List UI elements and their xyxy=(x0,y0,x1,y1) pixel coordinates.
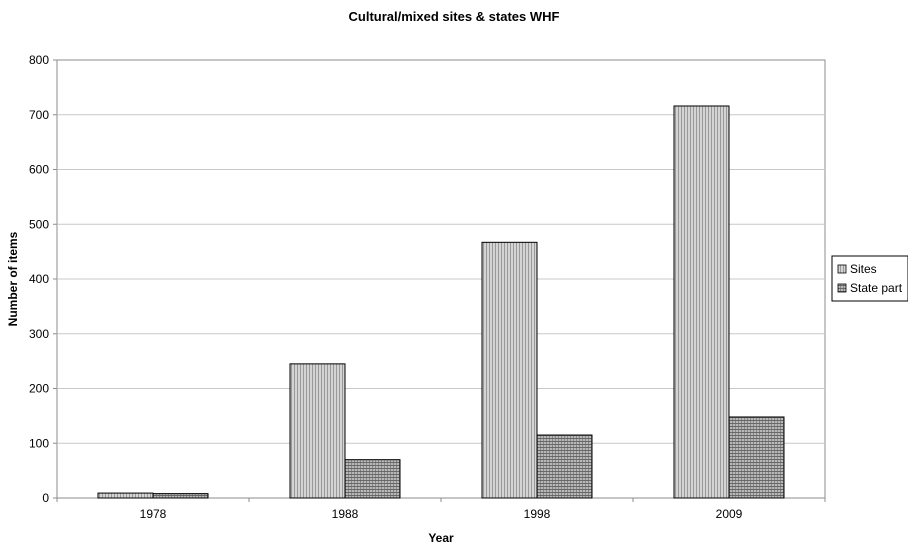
bar-state-part-1998 xyxy=(536,434,593,499)
y-axis: 0 100 200 300 400 500 600 700 800 xyxy=(29,53,57,505)
bar-state-part-1988 xyxy=(344,459,401,499)
legend-label-state-part: State part xyxy=(850,281,903,295)
legend-swatch-state-part xyxy=(837,283,847,293)
x-tick-label: 1988 xyxy=(332,507,359,521)
x-tick-label: 2009 xyxy=(716,507,743,521)
legend-label-sites: Sites xyxy=(850,262,877,276)
x-tick-label: 1978 xyxy=(140,507,167,521)
y-tick-label: 0 xyxy=(42,491,49,505)
bar-sites-1978 xyxy=(97,492,154,499)
legend-box xyxy=(831,255,908,302)
y-axis-label: Number of items xyxy=(6,231,20,326)
y-tick-label: 800 xyxy=(29,53,49,67)
x-tick-label: 1998 xyxy=(524,507,551,521)
bar-sites-1988 xyxy=(289,363,346,499)
bar-state-part-2009 xyxy=(728,416,785,499)
y-tick-label: 600 xyxy=(29,163,49,177)
bar-state-part-1978 xyxy=(152,493,209,499)
bars xyxy=(97,105,785,499)
y-tick-label: 700 xyxy=(29,108,49,122)
chart-title: Cultural/mixed sites & states WHF xyxy=(349,9,560,24)
legend-swatch-sites xyxy=(837,264,847,274)
x-axis: 1978 1988 1998 2009 xyxy=(56,498,826,521)
x-axis-label: Year xyxy=(428,531,454,545)
y-tick-label: 100 xyxy=(29,436,49,450)
bar-sites-1998 xyxy=(481,241,538,499)
y-tick-label: 300 xyxy=(29,327,49,341)
legend: Sites State part xyxy=(831,255,908,302)
bar-sites-2009 xyxy=(673,105,730,499)
y-tick-label: 200 xyxy=(29,382,49,396)
y-tick-label: 500 xyxy=(29,217,49,231)
y-tick-label: 400 xyxy=(29,272,49,286)
